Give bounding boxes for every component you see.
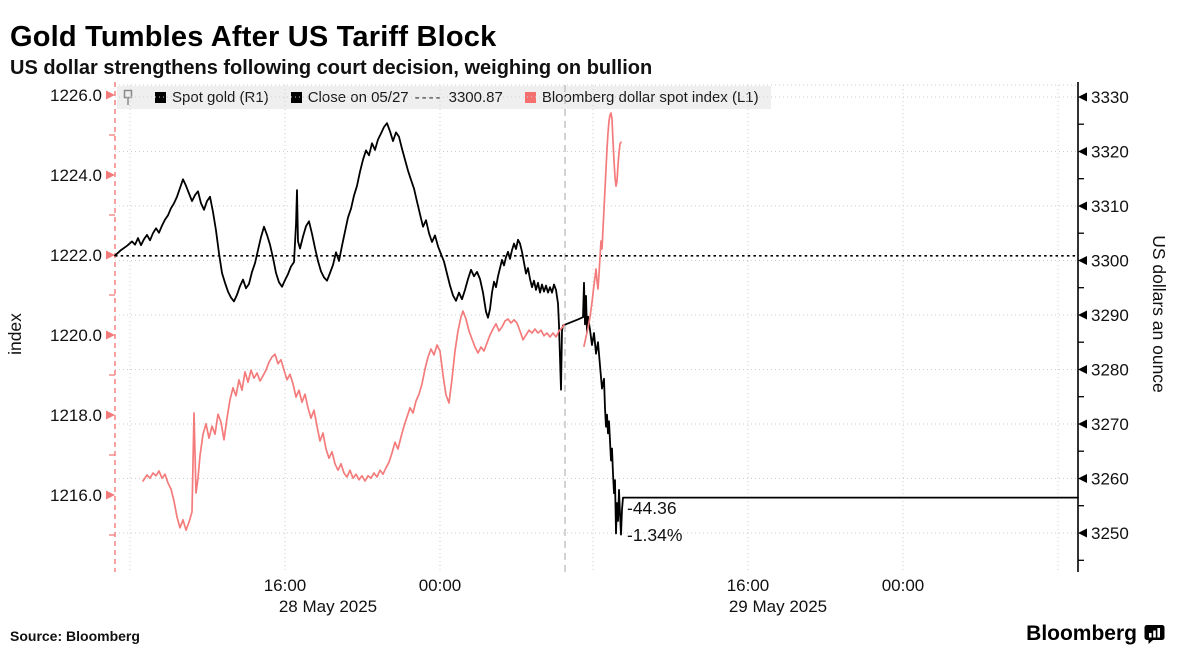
- left-tick-label: 1216.0: [50, 486, 102, 505]
- right-tick-label: 3320: [1091, 142, 1129, 161]
- bloomberg-logo-icon: [1144, 624, 1165, 644]
- x-date-label: 28 May 2025: [279, 597, 377, 616]
- right-axis-title: US dollars an ounce: [1149, 235, 1169, 393]
- right-tick-label: 3250: [1091, 524, 1129, 543]
- right-tick-arrow: [1078, 364, 1087, 374]
- x-time-label: 16:00: [264, 576, 307, 595]
- left-tick-label: 1222.0: [50, 246, 102, 265]
- left-tick-arrow: [106, 90, 115, 100]
- left-tick-label: 1226.0: [50, 86, 102, 105]
- x-time-label: 00:00: [419, 576, 462, 595]
- right-tick-arrow: [1078, 92, 1087, 102]
- right-tick-arrow: [1078, 146, 1087, 156]
- left-tick-arrow: [106, 410, 115, 420]
- left-tick-label: 1224.0: [50, 166, 102, 185]
- right-tick-label: 3330: [1091, 88, 1129, 107]
- right-tick-label: 3280: [1091, 360, 1129, 379]
- right-tick-label: 3300: [1091, 251, 1129, 270]
- left-axis-title: index: [5, 313, 25, 355]
- legend-item-spot-gold: Spot gold (R1): [155, 89, 269, 106]
- legend-label: Spot gold (R1): [172, 89, 269, 106]
- page-title: Gold Tumbles After US Tariff Block: [10, 21, 497, 54]
- left-tick-arrow: [106, 490, 115, 500]
- right-tick-arrow: [1078, 473, 1087, 483]
- dollar-index-line: [583, 112, 622, 348]
- bloomberg-logo: Bloomberg: [1026, 622, 1165, 646]
- x-time-label: 00:00: [882, 576, 925, 595]
- page-subtitle: US dollar strengthens following court de…: [10, 56, 653, 79]
- legend-swatch: [524, 92, 536, 103]
- price-change-annotation: -1.34%: [627, 525, 682, 545]
- left-tick-label: 1220.0: [50, 326, 102, 345]
- price-change-annotation: -44.36: [627, 498, 677, 518]
- right-tick-label: 3260: [1091, 469, 1129, 488]
- right-tick-arrow: [1078, 201, 1087, 211]
- legend-item-dollar-index: Bloomberg dollar spot index (L1): [524, 89, 759, 106]
- right-tick-arrow: [1078, 419, 1087, 429]
- x-time-label: 16:00: [727, 576, 770, 595]
- left-tick-arrow: [106, 170, 115, 180]
- dollar-index-line: [142, 310, 565, 532]
- legend-label: Close on 05/27: [307, 89, 409, 106]
- right-tick-label: 3310: [1091, 197, 1129, 216]
- left-tick-arrow: [106, 330, 115, 340]
- right-tick-arrow: [1078, 255, 1087, 265]
- left-tick-label: 1218.0: [50, 406, 102, 425]
- right-tick-label: 3270: [1091, 415, 1129, 434]
- right-tick-arrow: [1078, 310, 1087, 320]
- legend-label: Bloomberg dollar spot index (L1): [541, 89, 759, 106]
- chart-legend: Spot gold (R1) Close on 05/27 ---- 3300.87 B…: [117, 86, 771, 109]
- spot-gold-line: [114, 122, 1079, 536]
- left-tick-arrow: [106, 250, 115, 260]
- right-tick-arrow: [1078, 528, 1087, 538]
- legend-swatch: [155, 92, 166, 103]
- source-text: Source: Bloomberg: [10, 628, 140, 644]
- right-tick-label: 3290: [1091, 306, 1129, 325]
- legend-swatch: [290, 92, 302, 103]
- bloomberg-wordmark: Bloomberg: [1026, 622, 1137, 645]
- x-date-label: 29 May 2025: [729, 597, 827, 616]
